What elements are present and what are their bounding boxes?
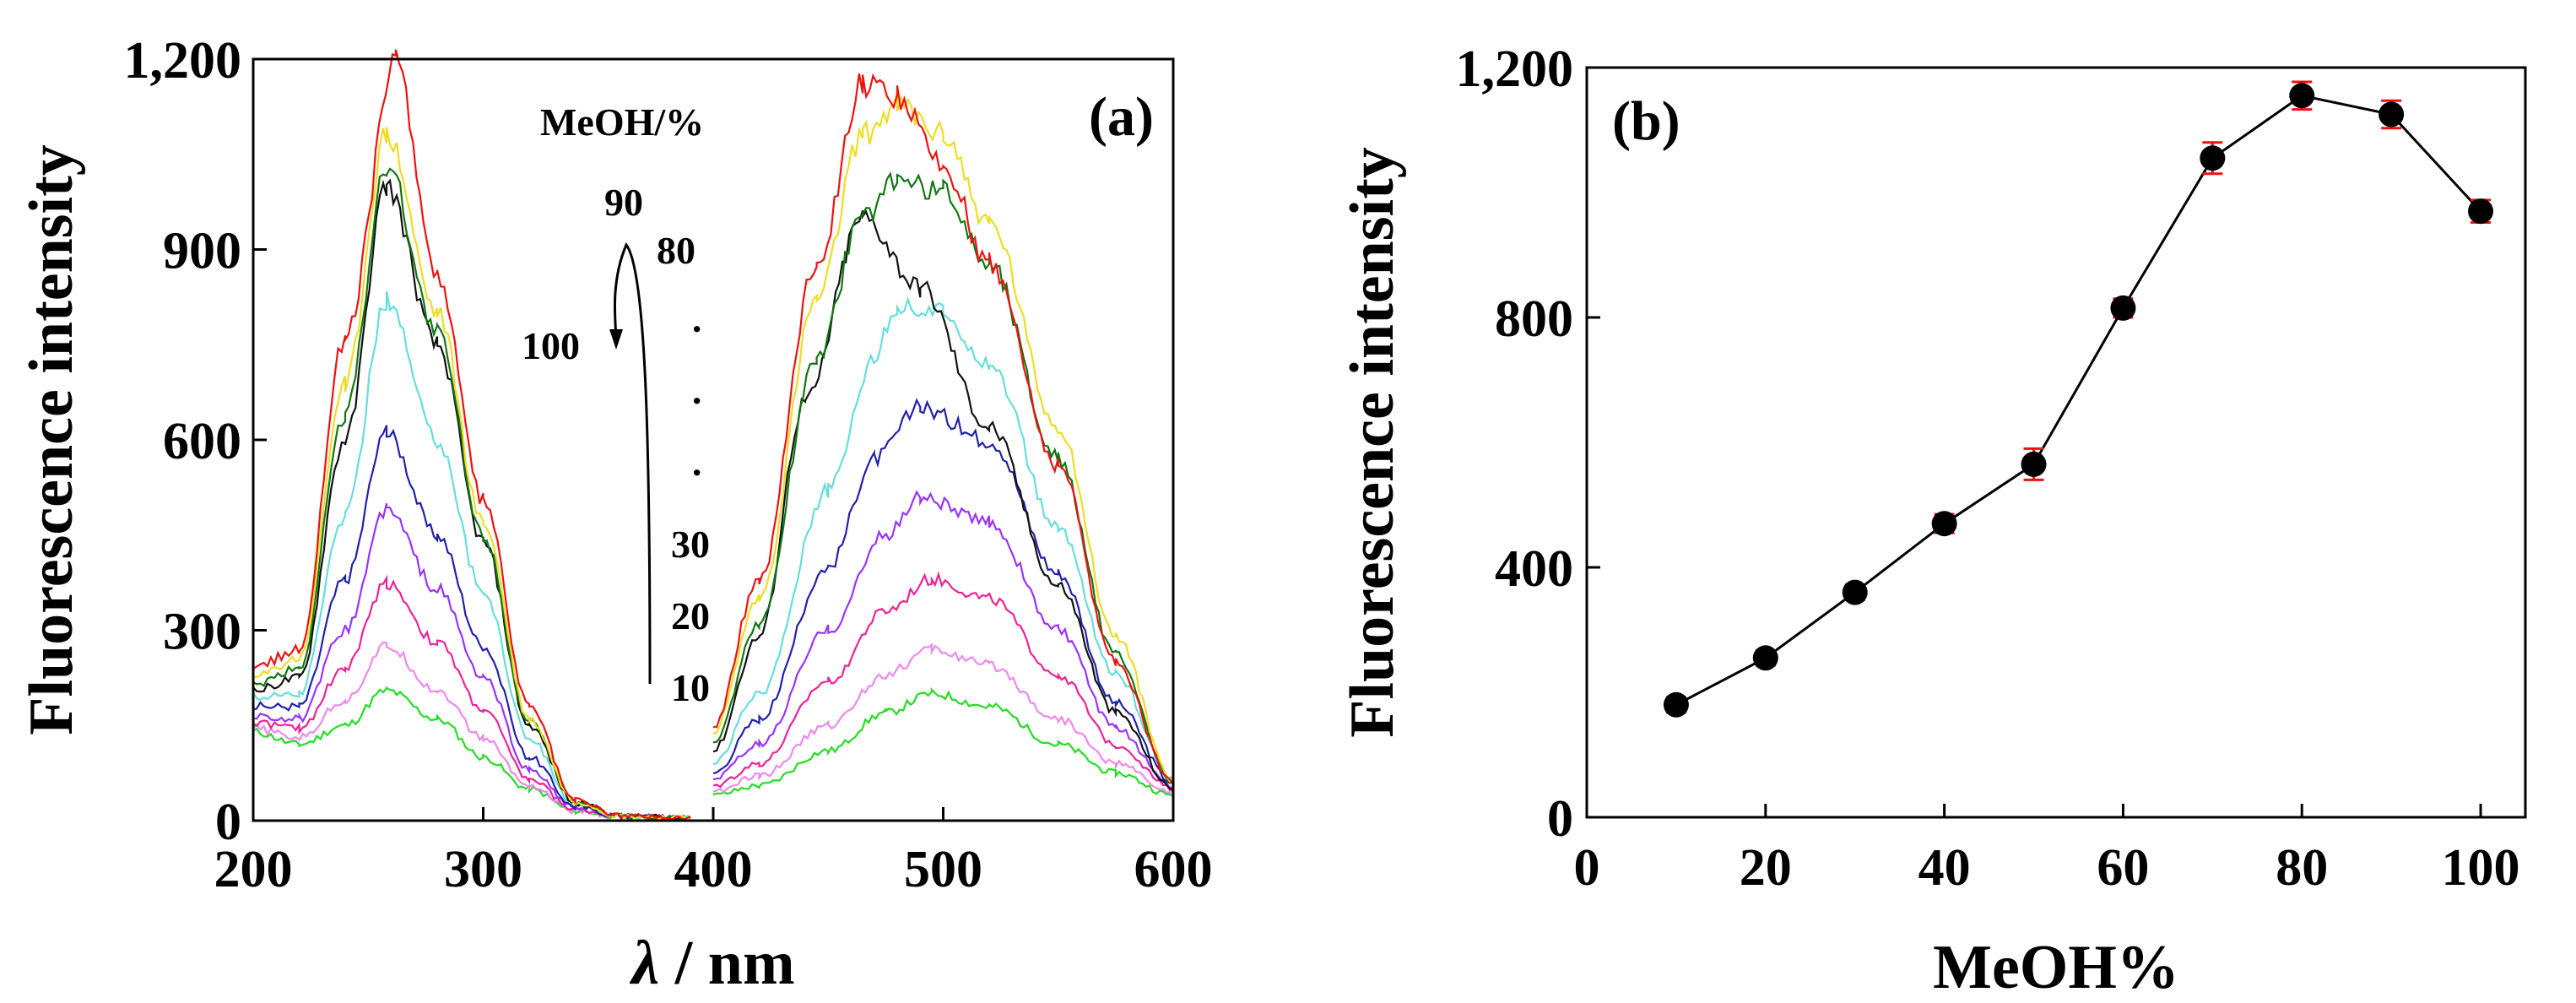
panel-b-x-tick-label: 40 [1918, 839, 1971, 897]
panel-a-legend-title: MeOH/% [540, 100, 704, 144]
panel-a-legend-label: 90 [604, 181, 643, 224]
panel-a-y-tick-label: 1,200 [124, 32, 242, 89]
panel-a: 200 300 400 500 600 0 300 600 900 1,200 (a) MeOH… [17, 32, 1213, 998]
panel-b-x-tick-label: 60 [2097, 839, 2149, 897]
panel-b-y-tick-label: 0 [1547, 790, 1573, 848]
panel-a-x-tick-label: 500 [904, 841, 982, 898]
panel-b-y-ticks: 0 400 800 1,200 [1456, 41, 1600, 848]
panel-b-x-tick-label: 20 [1740, 839, 1792, 897]
panel-a-x-tick-label: 400 [674, 841, 753, 898]
panel-b-x-tick-label: 100 [2442, 839, 2520, 897]
panel-a-legend-label: 20 [671, 594, 710, 637]
panel-b-y-axis-label: Fluorescence intensity [1338, 147, 1407, 737]
panel-a-y-tick-label: 900 [163, 223, 241, 280]
panel-a-legend-label: · [690, 379, 703, 422]
panel-a-x-tick-label: 600 [1134, 841, 1213, 898]
panel-a-y-tick-label: 0 [215, 794, 241, 851]
panel-a-series-80 [252, 49, 1174, 821]
panel-a-y-tick-label: 300 [163, 604, 241, 661]
panel-a-series-30 [252, 571, 1174, 821]
panel-a-series-100 [252, 167, 1174, 821]
panel-b-data-point [2289, 83, 2315, 109]
panel-a-x-axis-unit: / nm [659, 929, 794, 998]
panel-a-legend-arrowhead [609, 329, 623, 350]
panel-a-series-70 [252, 178, 1174, 821]
panel-b-x-tick-label: 80 [2276, 839, 2328, 897]
panel-a-legend-labels: 90 80 100 · · · 30 20 10 [522, 181, 710, 709]
panel-b-plot-frame [1585, 66, 2527, 819]
panel-b-data-point [2021, 451, 2047, 477]
panel-b-y-tick-label: 1,200 [1456, 41, 1574, 98]
panel-b-data-point [1752, 645, 1778, 671]
panel-a-x-ticks: 200 300 400 500 600 [214, 807, 1213, 898]
panel-a-x-tick-label: 300 [444, 841, 522, 898]
panel-b-data-point [2378, 101, 2405, 127]
panel-a-x-tick-label: 200 [214, 841, 293, 898]
panel-b-x-ticks: 0 20 40 60 80 100 [1574, 804, 2520, 897]
panel-b-data-point [2110, 295, 2136, 321]
panel-a-legend-label: 30 [671, 523, 710, 566]
panel-a-series-90 [252, 94, 1174, 821]
panel-b-x-tick-label: 0 [1574, 839, 1600, 897]
panel-a-series-20 [252, 641, 1174, 821]
panel-b: 0 20 40 60 80 100 0 400 800 1,200 (b) MeOH% Fluo… [1338, 41, 2527, 1002]
panel-b-label: (b) [1612, 90, 1680, 152]
panel-a-legend-label: 10 [671, 666, 710, 709]
panel-b-data-point [1931, 511, 1957, 537]
panel-b-data-point [2200, 145, 2226, 171]
panel-a-x-axis-symbol: λ [629, 929, 659, 998]
panel-b-y-tick-label: 400 [1495, 540, 1573, 598]
panel-a-y-axis-label: Fluorescence intensity [17, 144, 86, 735]
panel-b-series-group [1663, 80, 2494, 718]
panel-a-legend-label: · [690, 451, 703, 494]
panel-a-legend-label: · [690, 307, 703, 350]
panel-b-series-line [1675, 94, 2482, 707]
panel-a-legend-label: 80 [657, 229, 695, 272]
panel-b-data-point [1842, 579, 1868, 605]
panel-a-x-axis-label: λ / nm [629, 929, 794, 998]
panel-a-label: (a) [1089, 86, 1154, 148]
panel-a-series-50 [252, 398, 1174, 821]
panel-b-y-tick-label: 800 [1495, 290, 1573, 348]
panel-a-y-ticks: 0 300 600 900 1,200 [124, 32, 267, 851]
panel-b-data-point [2468, 198, 2494, 225]
panel-a-legend-arrow [613, 242, 652, 685]
panel-a-y-tick-label: 600 [163, 413, 241, 470]
panel-a-series-group [252, 49, 1174, 821]
panel-a-legend-label: 100 [522, 324, 580, 367]
panel-b-data-point [1663, 691, 1689, 718]
panel-b-x-axis-label: MeOH% [1933, 933, 2179, 1002]
